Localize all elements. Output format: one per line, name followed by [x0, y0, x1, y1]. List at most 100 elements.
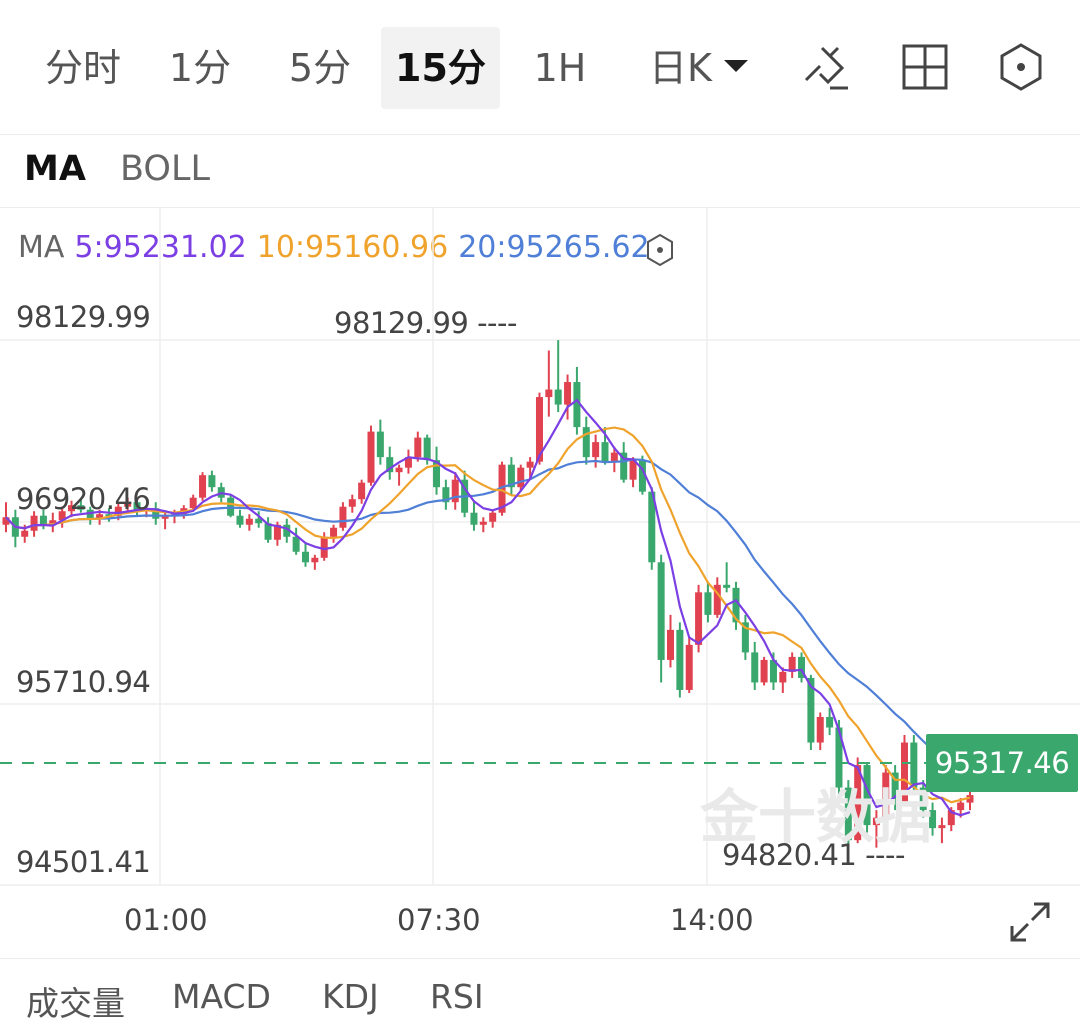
candle-body	[601, 442, 609, 462]
candle-body	[695, 592, 703, 645]
chevron-down-icon	[723, 59, 748, 72]
candle-body	[470, 512, 478, 525]
candle-body	[49, 520, 57, 525]
tab-rsi[interactable]: RSI	[430, 977, 484, 1016]
time-label-0100: 01:00	[124, 903, 208, 937]
tab-5min[interactable]: 5分	[288, 46, 352, 90]
candle-body	[638, 460, 646, 492]
candle-body	[2, 517, 10, 525]
settings-hex-icon[interactable]	[994, 40, 1048, 94]
tab-15min[interactable]: 15分	[381, 27, 500, 109]
layout-grid-icon[interactable]	[898, 40, 952, 94]
candle-body	[835, 727, 843, 788]
tab-1min[interactable]: 1分	[168, 46, 232, 90]
candle-body	[826, 716, 834, 728]
candle-body	[760, 659, 768, 683]
tab-volume[interactable]: 成交量	[26, 984, 125, 1023]
candle-body	[292, 536, 300, 552]
tab-ma[interactable]: MA	[24, 149, 86, 189]
candle-body	[526, 461, 534, 468]
ma20-value: 20:95265.62	[458, 230, 650, 265]
tab-boll[interactable]: BOLL	[120, 149, 210, 189]
candle-body	[900, 742, 908, 803]
candle-body	[854, 765, 862, 841]
candle-body	[685, 644, 693, 690]
candle-body	[77, 505, 85, 510]
low-annotation: 94820.41 ----	[722, 838, 905, 872]
candle-body	[779, 671, 787, 683]
tab-day-k-label: 日K	[649, 46, 712, 90]
candlestick-chart[interactable]	[0, 208, 1080, 888]
tab-kdj[interactable]: KDJ	[322, 977, 379, 1016]
candle-body	[199, 475, 207, 498]
tab-macd[interactable]: MACD	[172, 977, 271, 1016]
candle-body	[395, 467, 403, 473]
candle-body	[592, 442, 600, 458]
candle-body	[507, 464, 515, 488]
period-tab-bar: 分时 1分 5分 15分 1H 日K	[0, 0, 1080, 135]
draw-tool-icon[interactable]	[800, 40, 854, 94]
candle-body	[713, 584, 721, 615]
candle-body	[255, 518, 263, 524]
candle-body	[732, 587, 740, 623]
ma-settings-icon[interactable]	[645, 233, 675, 267]
candle-body	[330, 527, 338, 537]
tab-1h[interactable]: 1H	[533, 46, 587, 90]
candle-body	[348, 499, 356, 507]
candle-body	[189, 497, 197, 509]
candle-body	[376, 431, 384, 458]
candle-body	[208, 475, 216, 488]
candle-body	[564, 382, 572, 405]
candle-body	[133, 502, 141, 512]
time-label-0730: 07:30	[397, 903, 481, 937]
candle-body	[657, 562, 665, 660]
candle-body	[489, 512, 497, 522]
candle-body	[629, 460, 637, 480]
candle-body	[872, 817, 880, 826]
candle-body	[423, 437, 431, 461]
price-axis-top: 98129.99	[16, 300, 151, 334]
candle-body	[535, 397, 543, 462]
candle-body	[124, 502, 132, 507]
fullscreen-icon[interactable]	[1006, 898, 1054, 946]
candle-body	[96, 514, 104, 519]
ma20-line	[5, 458, 971, 778]
tab-day-k-dropdown[interactable]: 日K	[636, 27, 761, 109]
candle-body	[620, 452, 628, 480]
candle-body	[517, 467, 525, 488]
candle-body	[301, 551, 309, 563]
ma10-value: 10:95160.96	[256, 230, 449, 265]
candle-body	[86, 509, 94, 519]
candle-body	[648, 491, 656, 563]
candle-body	[161, 515, 169, 519]
candle-body	[358, 482, 366, 500]
current-price-badge: 95317.46	[926, 734, 1078, 792]
candle-body	[30, 515, 38, 531]
candle-body	[442, 487, 450, 503]
candle-body	[882, 772, 890, 818]
price-axis-low: 95710.94	[16, 665, 151, 699]
candle-body	[966, 795, 974, 803]
candle-body	[751, 652, 759, 683]
candle-body	[264, 523, 272, 540]
candle-body	[68, 505, 76, 512]
price-axis-bottom: 94501.41	[16, 845, 151, 879]
high-annotation: 98129.99 ----	[334, 306, 517, 340]
candle-body	[414, 437, 422, 458]
candle-body	[816, 716, 824, 743]
high-annotation-value: 98129.99	[334, 306, 469, 340]
indicator-tab-bar: MA BOLL	[0, 135, 1080, 208]
low-annotation-value: 94820.41	[722, 838, 857, 872]
candle-body	[320, 536, 328, 558]
candle-body	[498, 464, 506, 513]
candle-body	[433, 460, 441, 488]
candle-body	[479, 521, 487, 525]
candle-body	[741, 622, 749, 653]
candle-body	[283, 524, 291, 537]
candle-body	[367, 431, 375, 483]
candle-body	[957, 802, 965, 811]
candle-body	[938, 825, 946, 829]
candle-body	[404, 457, 412, 468]
tab-timeshare[interactable]: 分时	[44, 46, 121, 90]
candle-body	[152, 508, 160, 519]
